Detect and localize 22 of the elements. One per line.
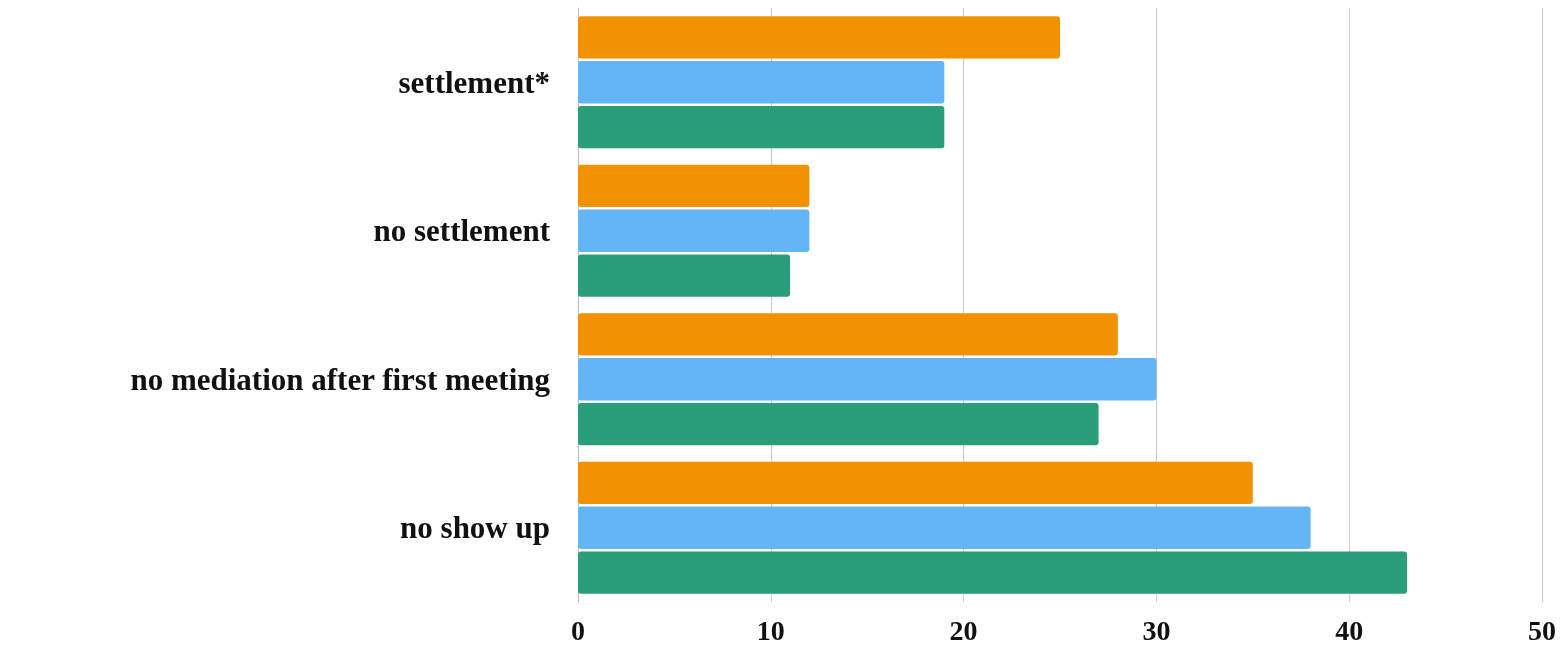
bar [578,402,1099,446]
x-tick-label: 30 [1142,614,1171,646]
y-tick-label: no mediation after first meeting [130,361,551,397]
bar [578,461,1253,505]
bar [578,105,945,149]
bar [578,61,945,104]
bar [578,164,810,208]
x-tick-label: 50 [1528,614,1556,646]
bar [578,209,810,252]
x-tick-label: 40 [1335,614,1364,646]
x-tick-label: 10 [756,614,785,646]
bar [578,254,791,297]
y-tick-label: no settlement [373,213,551,249]
y-tick-label: no show up [400,510,550,546]
bar [578,551,1408,594]
x-tick-label: 0 [571,614,585,646]
y-tick-label: settlement* [398,64,550,100]
bar [578,506,1311,549]
bar [578,16,1060,59]
bar [578,313,1118,356]
x-tick-label: 20 [949,614,978,646]
bar [578,358,1157,401]
